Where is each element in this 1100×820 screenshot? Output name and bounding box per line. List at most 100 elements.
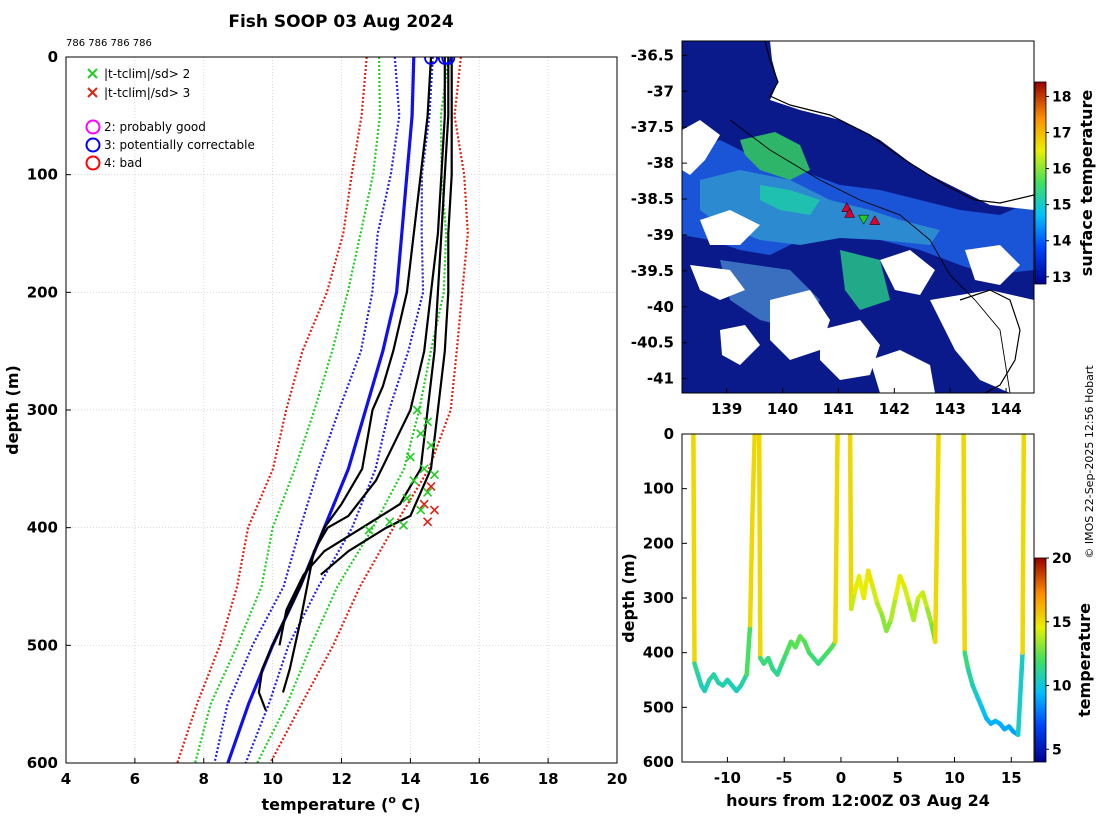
cloud-6 xyxy=(880,250,935,295)
track-segment-1 xyxy=(756,434,840,677)
profile-line-2 xyxy=(278,57,450,646)
profile-x-ticks: 4 6 8 10 12 14 16 18 20 xyxy=(61,758,628,788)
profile-line-0 xyxy=(257,57,433,711)
profile-xtick-label-7: 18 xyxy=(538,770,559,788)
track-3-piece-0 xyxy=(961,434,967,655)
track-2-piece-6 xyxy=(870,584,880,606)
map-xtick-label-4: 143 xyxy=(935,400,966,418)
ts-xtick-label-4: 10 xyxy=(944,769,965,787)
track-1-piece-18 xyxy=(833,434,840,644)
sst-patch-green2 xyxy=(840,250,890,310)
sd2-exceed-marker-2 xyxy=(416,428,426,439)
sd2-exceed-marker-0 xyxy=(412,405,422,415)
map-xtick-label-0: 139 xyxy=(711,400,742,418)
map-ytick-label-1: -37 xyxy=(647,82,674,100)
sst-colorbar xyxy=(1034,81,1047,285)
map-xtick-label-3: 142 xyxy=(879,400,910,418)
sd2-exceed-marker-10 xyxy=(416,505,426,515)
profile-xtick-label-5: 14 xyxy=(400,770,421,788)
profile-x-label-start: temperature ( xyxy=(261,795,388,814)
legend-x-red-marker xyxy=(87,87,98,98)
temperature-colorbar-label: temperature xyxy=(1075,603,1094,717)
track-2-piece-18 xyxy=(925,606,935,628)
sd2-exceed-marker-11 xyxy=(385,517,395,527)
coastline-mainland xyxy=(764,41,1034,204)
timeseries-axes-frame xyxy=(681,433,1035,763)
profile-xtick-label-6: 16 xyxy=(469,770,490,788)
profile-xtick-label-8: 20 xyxy=(607,770,628,788)
map-ytick-label-4: -38.5 xyxy=(631,190,674,208)
cloud-9 xyxy=(965,245,1020,285)
temperature-colorbar xyxy=(1034,557,1047,763)
t-cb-tick-label-0: 5 xyxy=(1052,742,1062,758)
cloud-3 xyxy=(690,265,745,300)
cloud-7 xyxy=(870,350,935,393)
qc-markers xyxy=(364,57,456,535)
track-segment-3 xyxy=(961,434,1027,737)
sst-cb-tick-label-0: 13 xyxy=(1052,270,1071,286)
profile-legend: |t-tclim|/sd> 2 |t-tclim|/sd> 3 2: proba… xyxy=(85,67,255,171)
profile-ytick-label-6: 600 xyxy=(27,754,58,772)
timeseries-y-ticks: 0 100 200 300 400 500 600 xyxy=(643,425,687,771)
profile-xtick-label-2: 8 xyxy=(199,770,209,788)
sst-patch-green xyxy=(740,132,810,180)
legend-flag2-label: 2: probably good xyxy=(104,120,206,134)
cloud-5 xyxy=(820,320,880,380)
temperature-profiles xyxy=(257,57,453,711)
profile-grid xyxy=(65,56,618,764)
map-ytick-label-7: -40 xyxy=(647,298,674,316)
ts-ytick-label-6: 600 xyxy=(643,753,674,771)
ts-ytick-label-0: 0 xyxy=(664,425,674,443)
timeseries-y-label: depth (m) xyxy=(619,553,638,643)
profile-y-label: depth (m) xyxy=(3,365,22,455)
cloud-1 xyxy=(682,120,720,175)
sst-colorbar-label: surface temperature xyxy=(1077,90,1096,277)
sd2-exceed-marker-5 xyxy=(419,464,429,474)
cast-ids: 786 786 786 786 xyxy=(66,38,152,49)
figure-title: Fish SOOP 03 Aug 2024 xyxy=(228,12,454,32)
t-cb-tick-label-1: 10 xyxy=(1052,679,1072,695)
legend-flag2-marker xyxy=(85,119,101,135)
sd3-exceed-marker-2 xyxy=(429,505,440,515)
flag-marker-2 xyxy=(441,57,456,65)
track-segment-2 xyxy=(847,434,941,644)
legend-flag3-label: 3: potentially correctable xyxy=(104,138,255,152)
legend-x-green-label: |t-tclim|/sd> 2 xyxy=(104,67,190,81)
ts-xtick-label-2: 0 xyxy=(836,769,846,787)
track-0-piece-0 xyxy=(691,434,697,666)
land-mainland xyxy=(682,41,1034,210)
track-2-piece-20 xyxy=(932,434,941,644)
profile-xtick-label-1: 6 xyxy=(130,770,140,788)
sd3-exceed-marker-1 xyxy=(419,499,429,509)
track-3-piece-14 xyxy=(1020,434,1027,655)
sd2-exceed-marker-7 xyxy=(409,476,419,486)
profile-ytick-label-0: 0 xyxy=(48,48,58,66)
t-cb-tick-label-3: 20 xyxy=(1052,551,1072,567)
profile-xtick-label-0: 4 xyxy=(61,770,71,788)
coastline-tasmania xyxy=(959,289,1021,393)
sd2-exceed-marker-3 xyxy=(426,440,436,450)
map-panel: 139 140 141 142 143 144 -36.5 -37 -37.5 -38 -38.5… xyxy=(631,40,1096,418)
timeseries-x-ticks: -10 -5 0 5 10 15 xyxy=(714,757,1022,787)
track-0-piece-13 xyxy=(744,623,753,677)
timeseries-x-label: hours from 12:00Z 03 Aug 24 xyxy=(726,791,990,810)
legend-flag3-marker xyxy=(85,137,101,153)
map-xtick-label-5: 144 xyxy=(990,400,1021,418)
climatology-lines xyxy=(176,57,469,763)
map-ytick-label-0: -36.5 xyxy=(631,46,674,64)
timeseries-panel: -10 -5 0 5 10 15 0 100 200 300 400 500 600 hours fr… xyxy=(619,425,1094,810)
sst-cb-tick-label-4: 17 xyxy=(1052,126,1071,142)
map-xtick-label-1: 140 xyxy=(767,400,798,418)
land-tasmania xyxy=(930,290,1034,393)
track-segment-0 xyxy=(691,434,757,694)
cast-marker-2 xyxy=(858,214,870,225)
legend-flag4-marker xyxy=(85,155,101,171)
cloud-2 xyxy=(700,210,760,245)
sd2-exceed-marker-12 xyxy=(398,520,409,530)
track-2-piece-17 xyxy=(920,590,930,612)
sd2-exceed-marker-8 xyxy=(423,487,433,497)
profile-ytick-label-5: 500 xyxy=(27,636,58,654)
track-2-piece-13 xyxy=(902,584,912,606)
profile-ytick-label-3: 300 xyxy=(27,401,58,419)
profile-x-label-end: C) xyxy=(396,795,421,814)
